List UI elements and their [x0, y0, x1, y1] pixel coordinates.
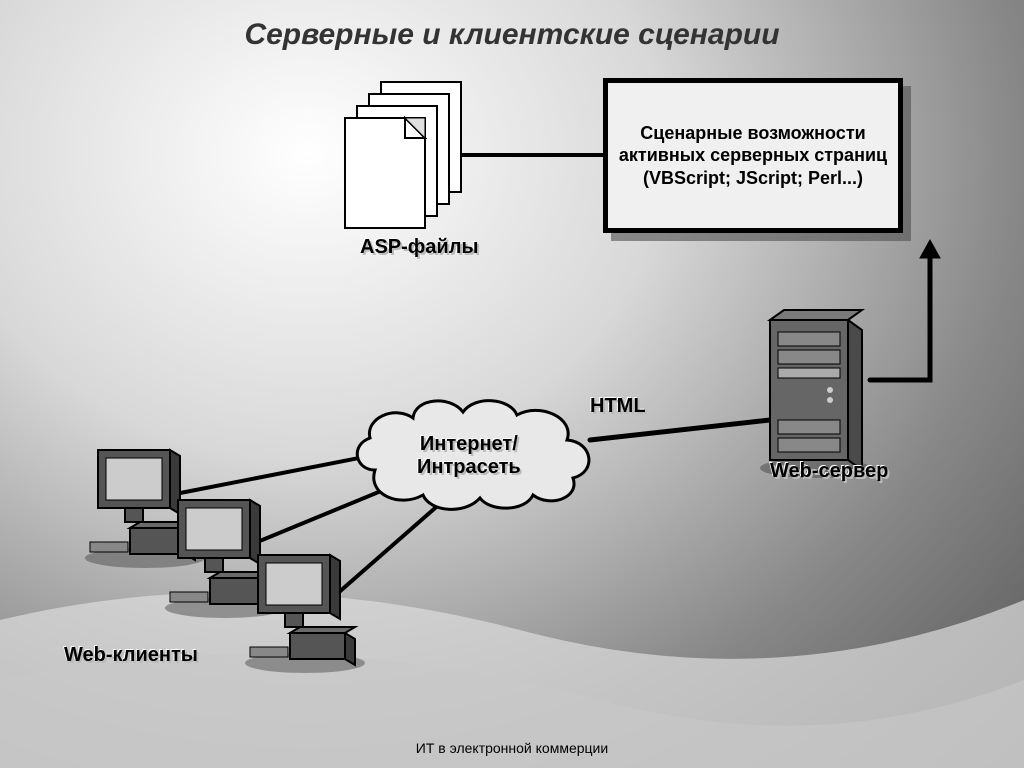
- web-clients-label: Web-клиенты: [64, 644, 198, 667]
- html-label: HTML: [590, 395, 646, 418]
- script-capabilities-box: Сценарные возможности активных серверных…: [603, 78, 903, 233]
- edge-server-to-box: [870, 245, 930, 380]
- edge-cloud-to-server: [590, 420, 770, 440]
- slide-title: Серверные и клиентские сценарии: [0, 18, 1024, 52]
- internet-label: Интернет/ Интрасеть: [417, 433, 521, 479]
- web-server-icon: [760, 310, 870, 478]
- asp-files-label: ASP-файлы: [360, 236, 479, 259]
- arrowhead-server-to-box: [920, 240, 940, 258]
- web-server-label: Web-сервер: [770, 460, 888, 483]
- asp-files-icon: [345, 82, 461, 228]
- script-box-text: Сценарные возможности активных серверных…: [616, 122, 890, 190]
- client-3-icon: [245, 555, 365, 673]
- edge-client3-to-cloud: [330, 495, 450, 600]
- slide-footer: ИТ в электронной коммерции: [0, 740, 1024, 756]
